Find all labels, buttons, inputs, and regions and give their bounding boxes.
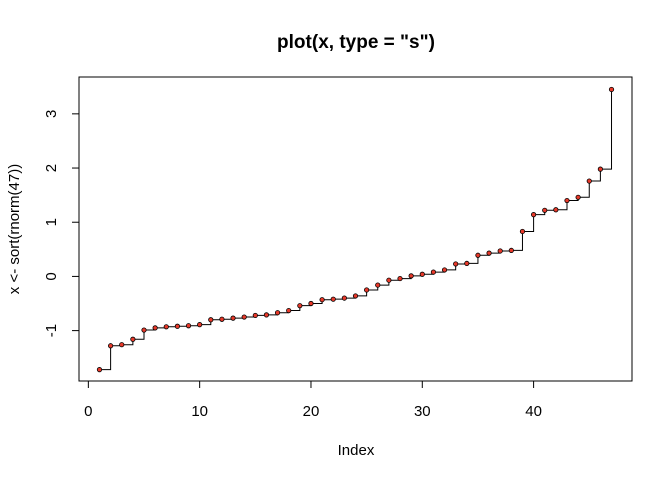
data-point bbox=[508, 247, 514, 254]
data-point bbox=[197, 322, 203, 328]
data-point bbox=[119, 342, 125, 348]
data-point bbox=[174, 323, 181, 329]
data-point bbox=[464, 260, 470, 267]
data-point bbox=[519, 228, 526, 235]
x-tick-label: 10 bbox=[191, 403, 208, 420]
y-axis-label: x <- sort(rnorm(47)) bbox=[6, 164, 23, 294]
data-point bbox=[530, 212, 537, 218]
data-point bbox=[230, 315, 236, 321]
data-point bbox=[408, 273, 414, 279]
data-point bbox=[308, 300, 314, 307]
x-axis: 0 10 20 30 40 bbox=[84, 380, 542, 420]
data-point bbox=[486, 250, 492, 256]
data-point bbox=[430, 269, 437, 275]
data-point bbox=[141, 327, 147, 333]
data-points bbox=[96, 86, 615, 373]
data-point bbox=[397, 275, 403, 282]
data-point bbox=[341, 295, 347, 301]
data-point bbox=[96, 367, 103, 373]
data-point bbox=[608, 86, 615, 93]
data-point bbox=[297, 303, 303, 309]
data-point bbox=[274, 310, 281, 316]
data-point bbox=[263, 312, 270, 318]
data-point bbox=[441, 267, 448, 273]
data-point bbox=[475, 252, 481, 258]
data-point bbox=[419, 271, 425, 277]
data-point bbox=[564, 197, 570, 204]
x-axis-label: Index bbox=[338, 442, 375, 459]
data-point bbox=[386, 277, 392, 283]
y-tick-label: 2 bbox=[43, 164, 60, 172]
data-point bbox=[208, 317, 214, 323]
data-point bbox=[352, 293, 359, 299]
data-point bbox=[286, 307, 292, 314]
data-point bbox=[497, 248, 503, 254]
data-point bbox=[319, 297, 325, 303]
y-axis: -1 0 1 2 3 bbox=[43, 110, 80, 337]
data-point bbox=[163, 324, 169, 330]
x-tick-label: 40 bbox=[525, 403, 542, 420]
data-point bbox=[252, 312, 258, 319]
data-point bbox=[597, 166, 603, 172]
y-tick-label: -1 bbox=[43, 324, 60, 337]
data-point bbox=[185, 323, 192, 329]
data-point bbox=[152, 325, 158, 331]
data-point bbox=[241, 314, 247, 320]
data-point bbox=[364, 287, 370, 293]
y-tick-label: 3 bbox=[43, 110, 60, 118]
data-point bbox=[108, 343, 114, 349]
data-point bbox=[375, 282, 381, 288]
x-tick-label: 20 bbox=[303, 403, 320, 420]
data-point bbox=[219, 316, 225, 322]
y-tick-label: 1 bbox=[43, 218, 60, 226]
data-point bbox=[330, 296, 336, 302]
data-point bbox=[575, 194, 581, 200]
y-tick-label: 0 bbox=[43, 272, 60, 280]
plot-frame bbox=[78, 76, 633, 382]
data-point bbox=[586, 178, 592, 184]
data-point bbox=[130, 336, 136, 342]
x-tick-label: 30 bbox=[414, 403, 431, 420]
x-tick-label: 0 bbox=[84, 403, 92, 420]
data-point bbox=[453, 261, 459, 267]
chart-title: plot(x, type = "s") bbox=[277, 32, 435, 53]
data-point bbox=[542, 207, 548, 213]
data-point bbox=[553, 207, 559, 213]
